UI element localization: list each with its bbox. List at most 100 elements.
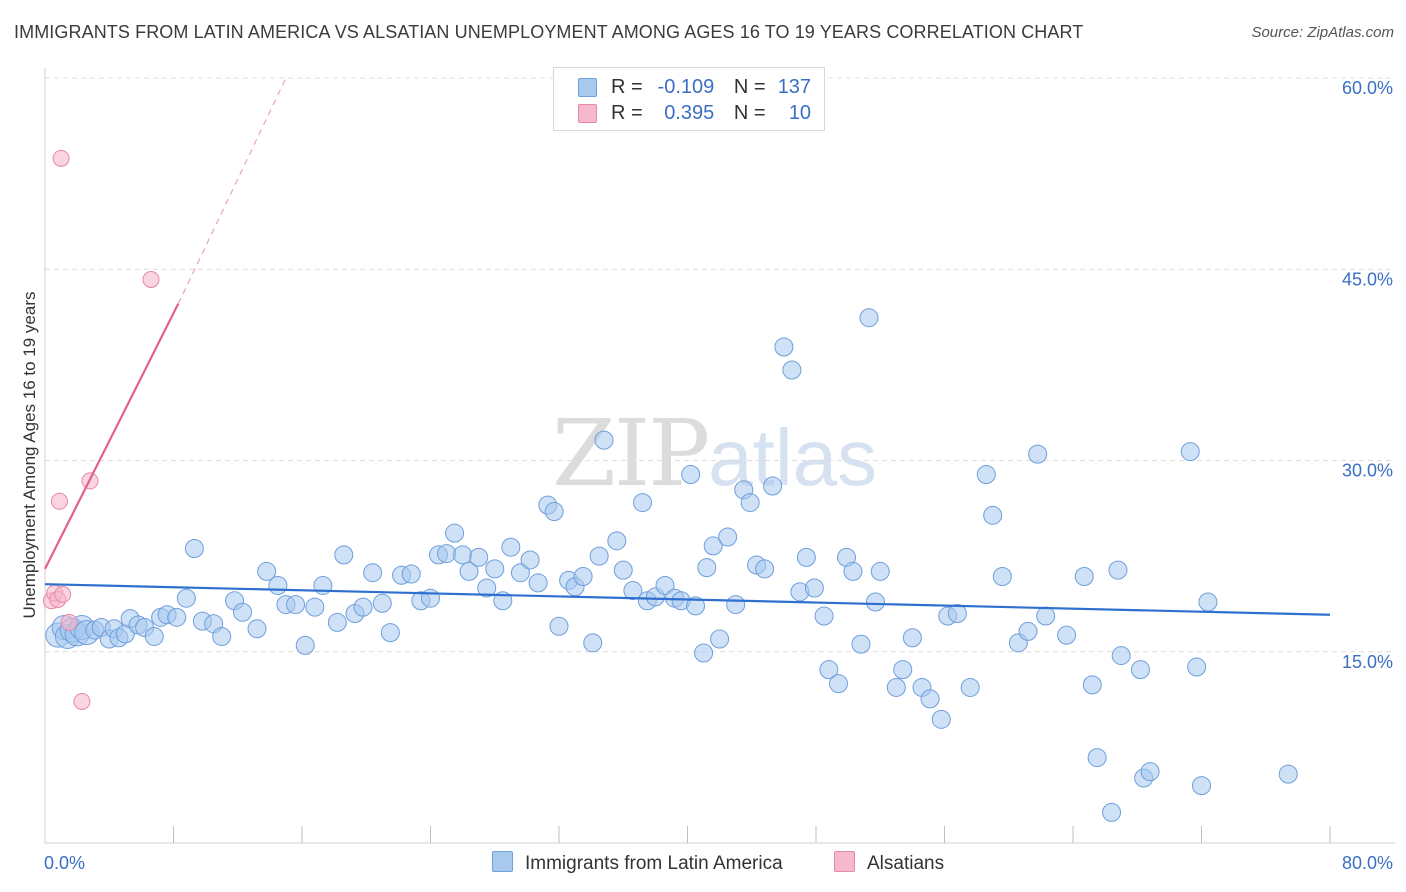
data-point-immigrants [828, 674, 848, 694]
data-point-immigrants [594, 430, 614, 450]
data-point-immigrants [334, 545, 354, 565]
data-point-immigrants [931, 709, 951, 729]
data-point-immigrants [633, 493, 653, 513]
data-point-immigrants [1278, 764, 1298, 784]
data-point-immigrants [796, 547, 816, 567]
data-point-immigrants [710, 629, 730, 649]
data-point-immigrants [623, 581, 643, 601]
data-point-immigrants [607, 531, 627, 551]
data-point-immigrants [583, 633, 603, 653]
data-point-immigrants [485, 559, 505, 579]
data-point-immigrants [1192, 776, 1211, 796]
legend-item-immigrants: Immigrants from Latin America [492, 851, 783, 875]
data-point-immigrants [655, 575, 675, 595]
data-point-immigrants [893, 660, 913, 680]
data-point-immigrants [233, 602, 253, 622]
legend-n-label: N = [733, 102, 766, 124]
legend-row-alsatians: R = 0.395 N = 10 [578, 102, 811, 126]
y-tick-label: 30.0% [1342, 461, 1393, 481]
data-point-immigrants [814, 606, 834, 626]
data-point-immigrants [697, 558, 717, 578]
data-point-immigrants [257, 561, 277, 581]
data-point-immigrants [870, 561, 890, 581]
data-point-immigrants [589, 546, 609, 566]
legend-n-label: N = [733, 76, 766, 98]
data-point-immigrants [528, 573, 548, 593]
data-point-immigrants [1036, 606, 1056, 626]
data-point-immigrants [268, 575, 288, 595]
data-point-immigrants [1082, 675, 1102, 695]
data-point-immigrants [1180, 442, 1200, 462]
data-point-immigrants [694, 643, 714, 663]
data-point-immigrants [1111, 646, 1131, 666]
data-point-immigrants [144, 626, 164, 646]
y-tick-label: 15.0% [1342, 652, 1393, 672]
data-point-immigrants [421, 588, 440, 608]
legend-swatch-blue [578, 78, 597, 98]
data-point-alsatians [60, 613, 78, 631]
data-point-immigrants [804, 578, 824, 598]
data-point-immigrants [983, 505, 1003, 525]
data-point-immigrants [613, 560, 633, 580]
y-axis-label: Unemployment Among Ages 16 to 19 years [20, 291, 39, 619]
data-point-immigrants [718, 527, 738, 547]
y-tick-label: 45.0% [1342, 269, 1393, 289]
data-point-immigrants [501, 537, 521, 557]
data-point-alsatians [142, 270, 160, 288]
data-point-immigrants [960, 677, 980, 697]
legend-swatch-pink [834, 851, 855, 872]
data-point-immigrants [453, 545, 473, 565]
data-point-immigrants [477, 578, 497, 598]
data-point-immigrants [469, 547, 489, 567]
series-immigrants-points [45, 308, 1298, 822]
legend-r-label: R = [611, 76, 643, 98]
data-point-immigrants [755, 559, 775, 579]
correlation-legend: R = -0.109 N = 137 R = 0.395 N = 10 [553, 67, 825, 131]
zipatlas-watermark: ZIPatlas [552, 400, 877, 507]
data-point-immigrants [1198, 592, 1218, 612]
data-point-immigrants [212, 626, 232, 646]
legend-label: Immigrants from Latin America [525, 853, 783, 874]
data-point-immigrants [740, 493, 760, 513]
data-point-immigrants [763, 476, 783, 496]
data-point-alsatians [73, 692, 91, 710]
y-tick-label: 60.0% [1342, 78, 1393, 98]
data-point-immigrants [1102, 802, 1122, 822]
legend-n-value: 137 [777, 76, 812, 98]
gridlines [45, 77, 1395, 653]
watermark-zip: ZIP [552, 400, 710, 507]
legend-row-immigrants: R = -0.109 N = 137 [578, 76, 811, 100]
data-point-immigrants [380, 623, 400, 643]
data-point-immigrants [843, 561, 863, 581]
data-point-immigrants [459, 561, 479, 581]
x-tick-label-max: 80.0% [1342, 853, 1393, 873]
data-point-immigrants [851, 634, 871, 654]
data-point-immigrants [726, 595, 746, 615]
legend-label: Alsatians [867, 853, 945, 874]
data-point-immigrants [703, 536, 723, 556]
data-point-immigrants [1108, 560, 1128, 580]
data-point-immigrants [184, 538, 204, 558]
tick-labels: 15.0% 30.0% 45.0% 60.0% 0.0% 80.0% [44, 78, 1393, 873]
data-point-alsatians [50, 492, 68, 510]
data-point-immigrants [859, 308, 879, 328]
data-point-immigrants [920, 689, 940, 709]
data-point-immigrants [1018, 621, 1038, 641]
data-point-immigrants [947, 604, 967, 623]
data-point-immigrants [1130, 660, 1150, 680]
trend-line-immigrants [44, 583, 1331, 616]
data-point-immigrants [520, 550, 540, 570]
trend-lines [44, 77, 1331, 616]
legend-swatch-pink [578, 104, 597, 124]
data-point-immigrants [819, 660, 839, 680]
data-point-immigrants [681, 465, 701, 485]
data-point-immigrants [247, 619, 267, 639]
axes [44, 68, 1395, 844]
legend-swatch-blue [492, 851, 513, 872]
trend-line-alsatians [44, 303, 180, 570]
data-point-alsatians [52, 149, 70, 167]
data-point-immigrants [686, 596, 706, 616]
data-point-immigrants [774, 337, 794, 357]
data-point-immigrants [286, 595, 306, 615]
data-point-immigrants [372, 593, 392, 613]
